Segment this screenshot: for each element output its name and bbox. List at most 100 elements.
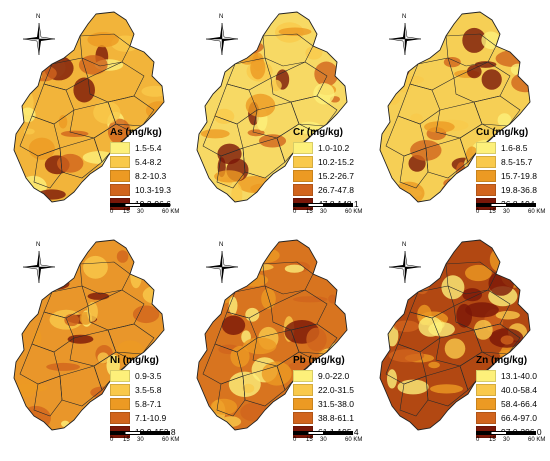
north-arrow-icon: N <box>205 14 239 56</box>
concentration-patch <box>418 316 443 337</box>
scale-bar-graphic <box>476 203 536 207</box>
north-arrow-icon: N <box>205 242 239 284</box>
district-boundary <box>107 323 155 355</box>
legend-label: 7.1-10.9 <box>135 413 167 423</box>
map-base-fill <box>14 240 164 430</box>
district-boundary <box>409 285 455 319</box>
legend-row: 10.2-15.2 <box>293 155 359 169</box>
concentration-patch <box>284 264 304 273</box>
concentration-patch <box>481 69 502 90</box>
scale-tick-label: 15 <box>489 209 496 215</box>
concentration-patch <box>37 189 66 200</box>
legend-row: 9.0-22.0 <box>293 369 359 383</box>
legend-label: 13.1-40.0 <box>501 371 537 381</box>
scale-tick-label: 0 <box>110 437 114 443</box>
concentration-patch <box>424 121 455 133</box>
legend-row: 8.2-10.3 <box>110 169 171 183</box>
concentration-patch <box>215 288 237 296</box>
concentration-patch <box>32 329 42 347</box>
scale-tick-label: 0 <box>476 437 480 443</box>
legend-swatch <box>476 156 496 168</box>
concentration-patch <box>500 335 514 345</box>
concentration-patch <box>467 65 482 79</box>
concentration-patch <box>388 349 425 363</box>
north-arrow-icon: N <box>22 14 56 56</box>
district-boundary <box>473 323 521 355</box>
district-boundary <box>290 323 338 355</box>
concentration-patch <box>441 275 465 300</box>
district-boundary <box>214 311 258 353</box>
legend-swatch <box>110 184 130 196</box>
concentration-patch <box>397 379 429 395</box>
north-label: N <box>402 242 407 248</box>
province-outline <box>13 239 165 431</box>
legend-title: Ni (mg/kg) <box>110 355 159 366</box>
legend-title: Cr (mg/kg) <box>293 127 343 138</box>
district-boundary <box>276 123 316 163</box>
legend-swatch <box>110 170 130 182</box>
legend-label: 38.8-61.1 <box>318 413 354 423</box>
concentration-patch <box>241 263 274 271</box>
concentration-patch <box>67 334 94 344</box>
legend-label: 1.5-5.4 <box>135 143 162 153</box>
district-boundary <box>226 285 272 319</box>
north-label: N <box>402 14 407 20</box>
concentration-patch <box>61 420 70 427</box>
north-arrow-icon: N <box>388 242 422 284</box>
district-boundary <box>43 57 89 91</box>
concentration-patch <box>137 20 150 42</box>
concentration-patch <box>410 140 442 161</box>
district-boundary <box>399 375 429 417</box>
scale-tick-label: 0 <box>293 209 297 215</box>
district-boundary <box>473 95 521 127</box>
legend-swatch <box>110 156 130 168</box>
concentration-patch <box>20 405 51 430</box>
scale-tick-label: 30 <box>320 209 327 215</box>
concentration-patch <box>270 79 282 92</box>
concentration-patch <box>328 294 337 304</box>
concentration-patch <box>261 288 276 310</box>
legend-label: 5.4-8.2 <box>135 157 162 167</box>
district-boundary <box>276 351 316 391</box>
concentration-patch <box>330 341 347 356</box>
legend-row: 3.5-5.8 <box>110 383 176 397</box>
legend-swatch <box>293 370 313 382</box>
legend-label: 15.2-26.7 <box>318 171 354 181</box>
scale-bar: 0 15 30 60 KM <box>110 203 180 219</box>
map-panel-zn: N Zn (mg/kg) 13.1-40.0 40.0-58.4 58.4-66.4 66… <box>366 228 549 456</box>
legend-title: Pb (mg/kg) <box>293 355 345 366</box>
scale-bar-graphic <box>110 431 170 435</box>
district-boundary <box>216 147 246 189</box>
legend-title: Cu (mg/kg) <box>476 127 529 138</box>
scale-tick-label: 0 <box>293 437 297 443</box>
scale-bar: 0 15 30 60 KM <box>293 203 363 219</box>
concentration-patch <box>73 77 95 103</box>
legend-row: 7.1-10.9 <box>110 411 176 425</box>
scale-bar: 0 15 30 60 KM <box>476 431 546 447</box>
legend-zn: Zn (mg/kg) 13.1-40.0 40.0-58.4 58.4-66.4 66.… <box>476 355 542 439</box>
concentration-patch <box>58 115 68 129</box>
concentration-patch <box>97 352 109 364</box>
legend-row: 66.4-97.0 <box>476 411 542 425</box>
north-label: N <box>36 14 41 20</box>
concentration-patch <box>462 288 482 302</box>
concentration-patch <box>465 264 492 282</box>
legend-swatch <box>293 412 313 424</box>
concentration-patch <box>428 361 440 369</box>
scale-bar: 0 15 30 60 KM <box>110 431 180 447</box>
concentration-patch <box>145 101 164 120</box>
legend-label: 10.2-15.2 <box>318 157 354 167</box>
scale-tick-label: 30 <box>137 437 144 443</box>
district-boundary <box>214 83 258 125</box>
scale-bar-graphic <box>476 431 536 435</box>
concentration-patch <box>31 65 57 82</box>
concentration-patch <box>443 57 461 68</box>
scale-tick-label: 15 <box>306 209 313 215</box>
concentration-patch <box>387 369 397 389</box>
concentration-patch <box>444 338 466 359</box>
concentration-patch <box>221 315 246 335</box>
concentration-patch <box>132 305 160 324</box>
scale-tick-label: 30 <box>503 209 510 215</box>
north-label: N <box>219 242 224 248</box>
